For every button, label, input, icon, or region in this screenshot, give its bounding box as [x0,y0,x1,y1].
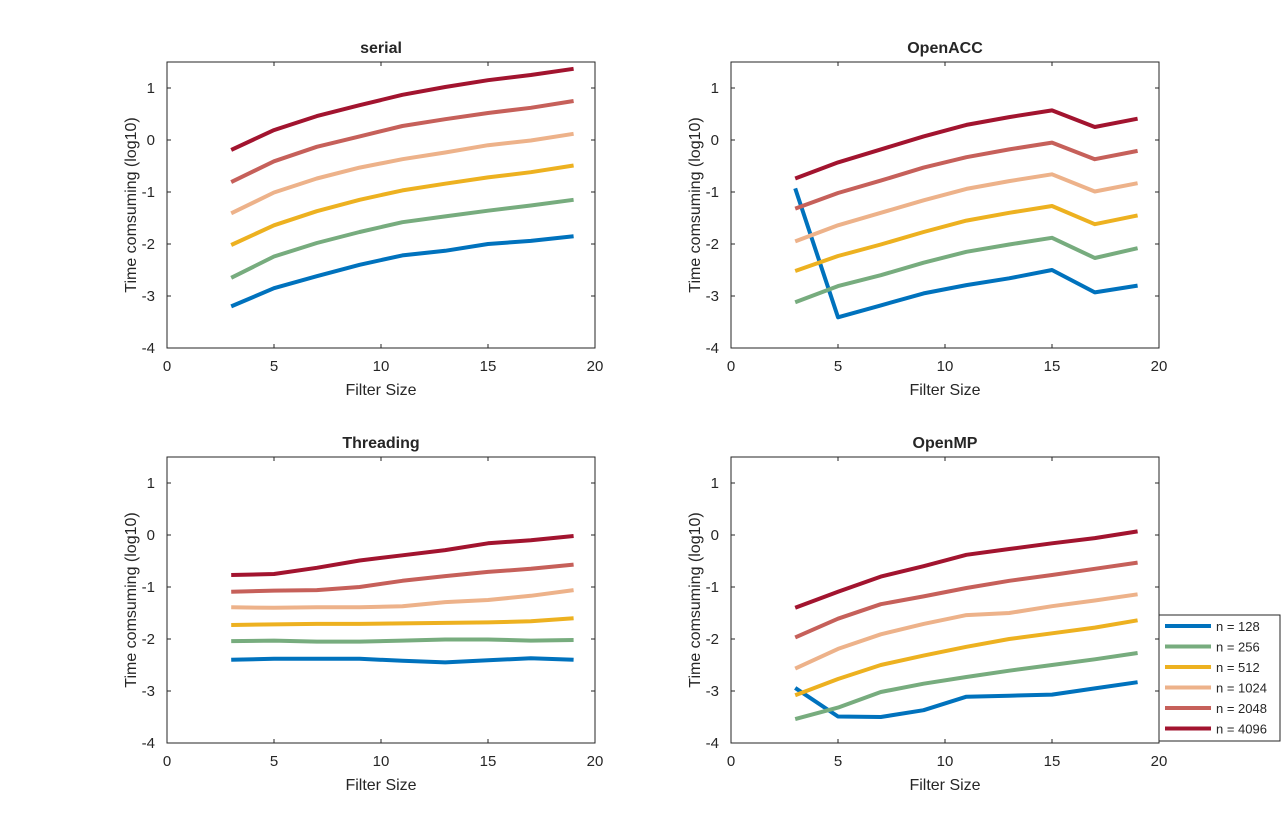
legend-entry: n = 256 [1216,640,1260,655]
legend-box [1158,614,1281,742]
series-line-n-2048 [794,560,1138,640]
x-tick-label: 15 [480,358,497,375]
x-tick-label: 0 [727,753,735,770]
x-tick-label: 20 [1151,753,1168,770]
series-line-n-1024 [230,131,574,216]
series-line-n-4096 [231,534,574,577]
x-axis-label: Filter Size [909,777,980,794]
x-tick-label: 10 [937,753,954,770]
y-tick-label: 1 [711,80,719,97]
series-line-n-256 [794,235,1139,305]
x-tick-label: 10 [937,358,954,375]
y-tick-label: -2 [706,631,719,648]
chart-title: OpenACC [907,40,983,57]
legend: n = 128 n = 256 n = 512 n = 1024 n = 2048 n =… [1158,614,1281,742]
series-line-n-256 [794,651,1138,722]
y-tick-label: -2 [706,236,719,253]
x-axis-label: Filter Size [345,777,416,794]
series-line-n-2048 [794,140,1138,211]
x-tick-label: 15 [480,753,497,770]
series-line-n-4096 [794,108,1138,181]
series-line-n-512 [230,163,574,247]
y-tick-label: -3 [706,683,719,700]
y-tick-label: -4 [142,735,155,752]
y-tick-label: 0 [147,132,155,149]
y-tick-label: 1 [711,475,719,492]
x-tick-label: 0 [163,358,171,375]
legend-entry: n = 4096 [1216,722,1267,737]
y-tick-label: -4 [142,340,155,357]
chart-panel-threading: 0 5 10 15 20 -4 -3 -2 -1 0 1 Threading Filter Size Ti… [123,435,603,794]
series-line-n-1024 [231,588,574,610]
chart-panel-serial: 0 5 10 15 20 -4 -3 -2 -1 0 1 serial Filter Size Time … [123,40,603,399]
x-tick-label: 10 [373,753,390,770]
series-line-n-128 [231,656,574,665]
legend-entry: n = 1024 [1216,681,1267,696]
y-tick-label: -1 [142,579,155,596]
series-line-n-1024 [794,172,1138,244]
x-tick-label: 0 [727,358,735,375]
series-line-n-256 [230,197,574,280]
x-tick-label: 0 [163,753,171,770]
x-tick-label: 20 [587,358,604,375]
y-tick-label: -4 [706,735,719,752]
chart-panel-openacc: 0 5 10 15 20 -4 -3 -2 -1 0 1 OpenACC Filter Size Time… [687,40,1167,399]
y-tick-label: -2 [142,631,155,648]
y-tick-label: -1 [706,579,719,596]
legend-entry: n = 2048 [1216,701,1267,716]
x-tick-label: 20 [587,753,604,770]
x-tick-label: 10 [373,358,390,375]
y-tick-label: -4 [706,340,719,357]
y-axis-label: Time comsuming (log10) [687,117,704,292]
series-line-n-2048 [231,562,574,594]
legend-entry: n = 128 [1216,619,1260,634]
series-line-n-512 [794,618,1138,698]
axes-frame [166,456,596,744]
y-tick-label: 0 [711,132,719,149]
series-line-n-128 [794,680,1138,719]
chart-title: OpenMP [913,435,978,452]
series-line-n-128 [793,187,1138,320]
y-tick-label: 0 [711,527,719,544]
x-tick-label: 5 [270,753,278,770]
y-axis-label: Time comsuming (log10) [123,117,140,292]
series-line-n-2048 [230,99,574,184]
series-line-n-256 [231,637,574,644]
x-tick-label: 5 [834,358,842,375]
x-tick-label: 5 [270,358,278,375]
series-line-n-128 [230,234,574,309]
series-line-n-4096 [794,529,1138,610]
x-tick-label: 5 [834,753,842,770]
x-tick-label: 20 [1151,358,1168,375]
y-tick-label: -2 [142,236,155,253]
series-line-n-512 [794,204,1139,273]
chart-panel-openmp: 0 5 10 15 20 -4 -3 -2 -1 0 1 OpenMP Filter Size Time … [687,435,1167,794]
y-tick-label: -3 [142,683,155,700]
chart-title: Threading [342,435,419,452]
y-tick-label: -3 [142,288,155,305]
y-tick-label: 1 [147,80,155,97]
x-axis-label: Filter Size [345,382,416,399]
y-tick-label: -3 [706,288,719,305]
x-tick-label: 15 [1044,753,1061,770]
series-line-n-512 [231,616,574,627]
axes-frame [730,61,1160,349]
y-tick-label: -1 [142,184,155,201]
x-axis-label: Filter Size [909,382,980,399]
y-axis-label: Time comsuming (log10) [687,512,704,687]
chart-title: serial [360,40,402,57]
series-line-n-4096 [230,66,574,152]
y-tick-label: 0 [147,527,155,544]
y-tick-label: -1 [706,184,719,201]
x-tick-label: 15 [1044,358,1061,375]
legend-entry: n = 512 [1216,660,1260,675]
y-axis-label: Time comsuming (log10) [123,512,140,687]
y-tick-label: 1 [147,475,155,492]
series-line-n-1024 [794,592,1138,671]
